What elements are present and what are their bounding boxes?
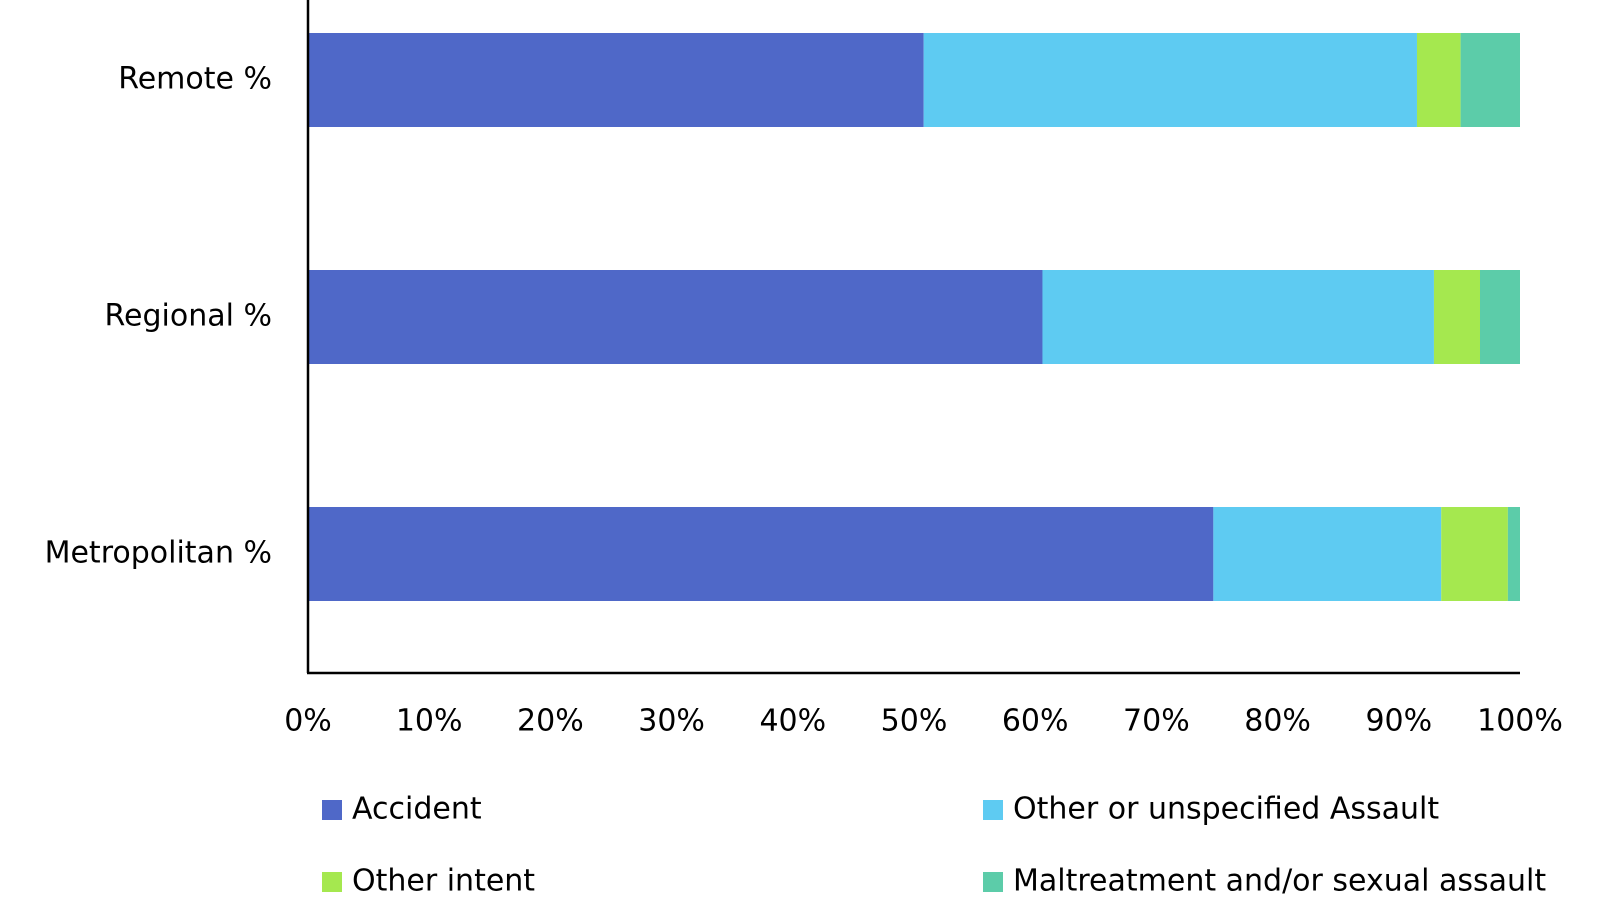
legend-swatch-maltreatment-and-or-sexual-assault	[983, 872, 1003, 892]
category-label-metropolitan-pct: Metropolitan %	[45, 536, 272, 571]
bar-metropolitan-pct-other-or-unspecified-assault	[1213, 507, 1442, 601]
legend-swatch-accident	[322, 800, 342, 820]
legend-label-other-intent: Other intent	[352, 864, 535, 899]
category-label-regional-pct: Regional %	[105, 299, 272, 334]
x-tick-label: 40%	[759, 704, 826, 739]
bar-regional-pct-other-intent	[1433, 270, 1481, 364]
bar-metropolitan-pct-maltreatment-and-or-sexual-assault	[1507, 507, 1520, 601]
legend-swatch-other-intent	[322, 872, 342, 892]
bar-remote-pct-other-intent	[1416, 33, 1461, 127]
x-tick-label: 100%	[1477, 704, 1563, 739]
x-tick-label: 30%	[638, 704, 705, 739]
x-tick-label: 50%	[881, 704, 948, 739]
x-tick-label: 80%	[1244, 704, 1311, 739]
category-label-remote-pct: Remote %	[118, 62, 272, 97]
bar-remote-pct-maltreatment-and-or-sexual-assault	[1460, 33, 1520, 127]
x-tick-label: 70%	[1123, 704, 1190, 739]
x-tick-label: 90%	[1365, 704, 1432, 739]
legend-label-accident: Accident	[352, 792, 482, 827]
x-tick-labels: 0% 10% 20% 30% 40% 50% 60% 70% 80% 90% 100%	[284, 704, 1563, 739]
legend: Accident Other or unspecified Assault Othe…	[322, 792, 1546, 899]
x-tick-label: 10%	[396, 704, 463, 739]
x-tick-label: 0%	[284, 704, 332, 739]
bar-remote-pct-accident	[308, 33, 924, 127]
bar-regional-pct-accident	[308, 270, 1043, 364]
x-tick-label: 60%	[1002, 704, 1069, 739]
legend-label-maltreatment-and-or-sexual-assault: Maltreatment and/or sexual assault	[1013, 864, 1546, 899]
legend-swatch-other-or-unspecified-assault	[983, 800, 1003, 820]
legend-label-other-or-unspecified-assault: Other or unspecified Assault	[1013, 792, 1439, 827]
bars-group	[308, 33, 1520, 601]
bar-metropolitan-pct-accident	[308, 507, 1214, 601]
bar-regional-pct-maltreatment-and-or-sexual-assault	[1480, 270, 1520, 364]
bar-remote-pct-other-or-unspecified-assault	[923, 33, 1417, 127]
category-labels: Remote % Regional % Metropolitan %	[45, 62, 272, 571]
bar-regional-pct-other-or-unspecified-assault	[1042, 270, 1434, 364]
x-tick-label: 20%	[517, 704, 584, 739]
bar-metropolitan-pct-other-intent	[1441, 507, 1508, 601]
